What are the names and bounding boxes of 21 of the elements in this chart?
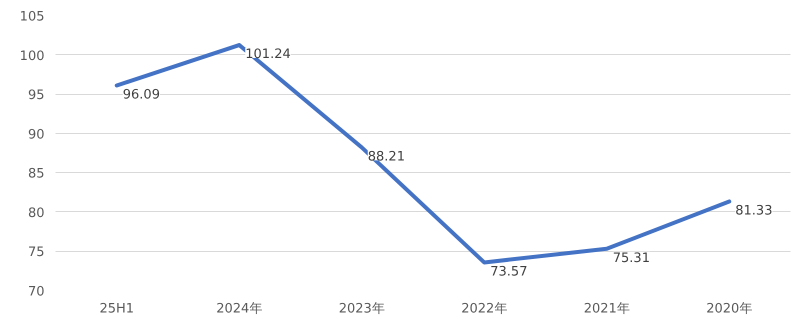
y-tick-label: 75 [28,245,45,260]
y-tick-label: 100 [20,48,45,64]
data-label: 101.24 [245,47,291,62]
y-tick-label: 70 [28,284,45,300]
y-tick-label: 95 [28,88,45,104]
x-tick-label: 2024年 [216,302,262,316]
y-tick-label: 105 [20,10,45,24]
line-series [114,43,732,264]
data-label: 75.31 [612,250,650,266]
data-label: 73.57 [490,264,528,280]
x-tick-label: 2023年 [338,302,385,316]
data-label: 88.21 [368,149,405,164]
y-tick-label: 85 [28,166,45,182]
y-tick-label: 80 [28,206,45,221]
y-tick-label: 90 [28,127,45,142]
x-tick-label: 2021年 [584,302,630,316]
data-label: 81.33 [735,203,772,218]
data-label: 96.09 [122,88,160,103]
x-tick-label: 2022年 [461,302,508,316]
x-tick-label: 2020年 [706,302,752,316]
x-tick-label: 25H1 [99,302,134,316]
